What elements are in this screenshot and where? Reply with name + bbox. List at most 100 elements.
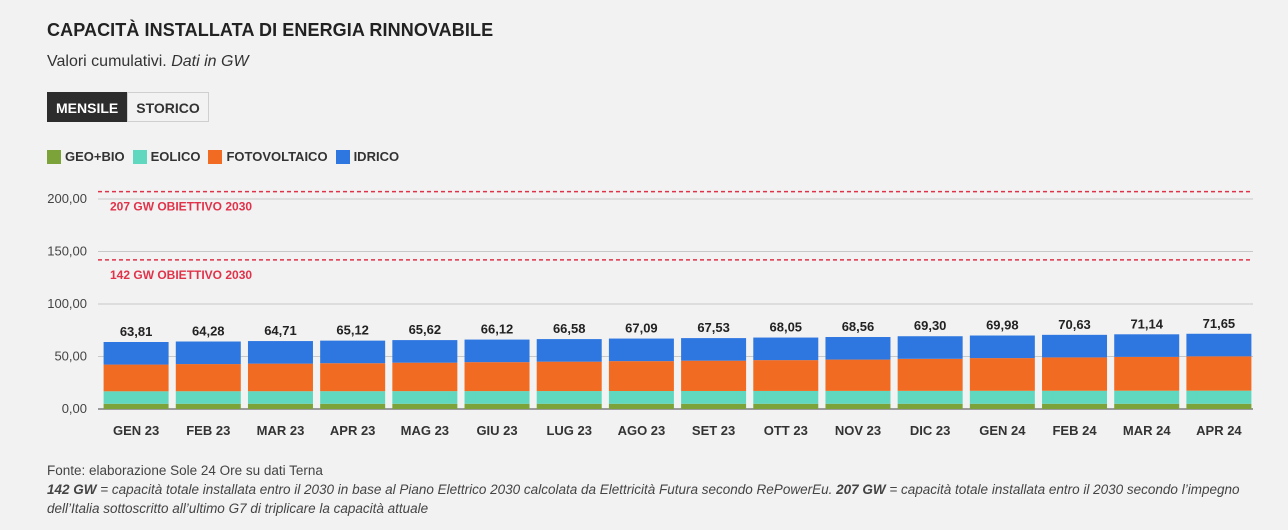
legend-swatch-eolico: [132, 149, 147, 164]
y-tick-label: 50,00: [54, 349, 87, 364]
bar-segment: [897, 403, 963, 409]
tab-storico[interactable]: STORICO: [127, 92, 209, 122]
bar-segment: [1186, 356, 1252, 391]
y-tick-label: 0,00: [62, 401, 87, 416]
bar-segment: [897, 358, 963, 391]
bar-segment: [1114, 334, 1180, 357]
x-tick-label: APR 24: [1196, 423, 1242, 438]
bar-segment: [247, 341, 313, 364]
bar-total-label: 64,71: [264, 323, 297, 338]
bar-segment: [825, 390, 891, 404]
x-tick-label: GEN 23: [113, 423, 159, 438]
x-tick-label: OTT 23: [764, 423, 808, 438]
x-tick-label: NOV 23: [835, 423, 881, 438]
target-line-label: 207 GW OBIETTIVO 2030: [110, 200, 252, 214]
legend-item-fotovoltaico: FOTOVOLTAICO: [208, 149, 328, 164]
bar-segment: [681, 390, 747, 404]
bar-total-label: 64,28: [192, 324, 225, 339]
bar-segment: [536, 339, 602, 362]
bar-segment: [247, 363, 313, 392]
bar-segment: [608, 338, 674, 362]
y-tick-label: 200,00: [47, 191, 87, 206]
bar-segment: [247, 391, 313, 404]
bar-segment: [464, 339, 530, 363]
bar-segment: [825, 403, 891, 409]
bar-segment: [1042, 390, 1108, 404]
x-tick-label: APR 23: [330, 423, 376, 438]
legend-label-geo-bio: GEO+BIO: [65, 149, 125, 164]
stacked-bar-chart: 0,00 50,00 100,00 150,00 200,00 207 GW OBIETT…: [47, 190, 1253, 438]
bar-total-label: 69,30: [914, 318, 947, 333]
x-tick-label: FEB 24: [1052, 423, 1097, 438]
bar-segment: [175, 403, 241, 409]
bar-segment: [320, 391, 386, 404]
bar-segment: [1114, 356, 1180, 391]
tab-mensile[interactable]: MENSILE: [47, 92, 128, 122]
bar-segment: [608, 391, 674, 404]
source-note: Fonte: elaborazione Sole 24 Ore su dati …: [47, 463, 323, 478]
bar-total-label: 69,98: [986, 318, 1019, 333]
bar-segment: [392, 340, 458, 363]
bar-segment: [1186, 390, 1252, 404]
bar-segment: [681, 338, 747, 361]
legend-item-idrico: IDRICO: [335, 149, 399, 164]
bar-segment: [464, 362, 530, 392]
bar-segment: [897, 390, 963, 404]
bar-segment: [464, 403, 530, 409]
subtitle-main: Valori cumulativi.: [47, 53, 167, 70]
bar-total-label: 65,12: [336, 323, 369, 338]
bar-segment: [969, 403, 1035, 409]
bar-segment: [392, 391, 458, 404]
bar-total-label: 71,65: [1203, 316, 1236, 331]
x-tick-label: FEB 23: [186, 423, 230, 438]
bar-segment: [608, 361, 674, 392]
bar-total-label: 70,63: [1058, 317, 1091, 332]
legend-item-geo-bio: GEO+BIO: [47, 149, 125, 164]
bar-total-label: 65,62: [409, 322, 442, 337]
bar-segment: [320, 363, 386, 392]
x-tick-label: MAR 24: [1123, 423, 1171, 438]
legend-swatch-geo-bio: [47, 149, 61, 164]
bar-segment: [681, 360, 747, 391]
bar-total-label: 63,81: [120, 324, 153, 339]
bar-segment: [1114, 403, 1180, 409]
note-207-label: 207 GW: [836, 482, 886, 497]
legend-swatch-idrico: [335, 149, 350, 164]
legend-label-fotovoltaico: FOTOVOLTAICO: [226, 149, 328, 164]
legend-swatch-fotovoltaico: [208, 149, 223, 164]
bar-segment: [969, 335, 1035, 359]
bar-segment: [1042, 403, 1108, 409]
note-142-label: 142 GW: [47, 482, 97, 497]
bar-segment: [247, 403, 313, 409]
bar-segment: [753, 403, 819, 409]
bar-segment: [897, 336, 963, 359]
bar-segment: [753, 390, 819, 404]
bar-total-label: 67,53: [697, 320, 730, 335]
bar-segment: [392, 403, 458, 409]
bar-segment: [1186, 333, 1252, 357]
bar-segment: [753, 337, 819, 361]
x-tick-label: GIU 23: [476, 423, 517, 438]
bar-segment: [464, 391, 530, 404]
bar-segment: [825, 337, 891, 360]
bar-segment: [103, 403, 169, 409]
bar-total-label: 71,14: [1130, 316, 1163, 331]
y-tick-label: 150,00: [47, 244, 87, 259]
bar-segment: [320, 403, 386, 409]
bar-segment: [175, 341, 241, 365]
x-tick-label: DIC 23: [910, 423, 950, 438]
bar-segment: [825, 359, 891, 391]
bar-segment: [753, 360, 819, 391]
target-notes: 142 GW = capacità totale installata entr…: [47, 480, 1247, 518]
bar-total-label: 66,12: [481, 322, 514, 337]
target-line-label: 142 GW OBIETTIVO 2030: [110, 268, 252, 282]
x-tick-label: GEN 24: [979, 423, 1026, 438]
bar-segment: [969, 358, 1035, 391]
bar-segment: [1042, 357, 1108, 391]
bar-total-label: 67,09: [625, 321, 658, 336]
x-tick-label: AGO 23: [618, 423, 666, 438]
chart-title: CAPACITÀ INSTALLATA DI ENERGIA RINNOVABI…: [47, 20, 494, 40]
bar-segment: [536, 391, 602, 404]
bar-segment: [103, 364, 169, 392]
bar-segment: [103, 391, 169, 404]
